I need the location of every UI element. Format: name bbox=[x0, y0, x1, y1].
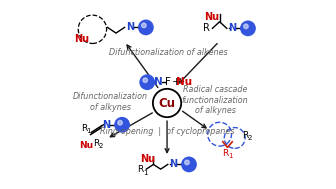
Circle shape bbox=[143, 78, 148, 83]
Text: Nu: Nu bbox=[204, 12, 219, 22]
Text: 2: 2 bbox=[99, 143, 103, 149]
Text: R: R bbox=[137, 165, 144, 174]
Circle shape bbox=[182, 157, 196, 172]
Text: 1: 1 bbox=[228, 153, 233, 159]
Text: Nu: Nu bbox=[75, 34, 90, 44]
Text: Nu: Nu bbox=[176, 77, 192, 87]
Text: Cu: Cu bbox=[159, 97, 175, 109]
Text: N: N bbox=[154, 77, 163, 87]
Text: F: F bbox=[165, 77, 171, 87]
Circle shape bbox=[118, 120, 122, 125]
Text: Difunctionalization
of alkynes: Difunctionalization of alkynes bbox=[73, 92, 148, 112]
Text: N: N bbox=[169, 160, 177, 169]
Text: Nu: Nu bbox=[140, 154, 156, 164]
Text: R: R bbox=[222, 149, 229, 158]
Text: R: R bbox=[203, 23, 210, 33]
Text: Difunctionalization of alkenes: Difunctionalization of alkenes bbox=[109, 48, 227, 57]
Text: R: R bbox=[81, 124, 87, 133]
Circle shape bbox=[141, 23, 146, 28]
Text: Radical cascade
functionalization
of alkynes: Radical cascade functionalization of alk… bbox=[182, 85, 249, 115]
Text: +: + bbox=[172, 77, 181, 87]
Text: 1: 1 bbox=[86, 128, 91, 134]
Text: N: N bbox=[228, 23, 237, 33]
Text: 1: 1 bbox=[143, 170, 148, 176]
Text: N: N bbox=[102, 120, 111, 130]
Text: 2: 2 bbox=[248, 135, 252, 141]
Circle shape bbox=[244, 24, 248, 29]
Text: R: R bbox=[93, 139, 99, 148]
Text: Ring-opening  |  of cyclopropanes: Ring-opening | of cyclopropanes bbox=[100, 127, 234, 136]
Circle shape bbox=[241, 21, 255, 36]
Text: Nu: Nu bbox=[79, 141, 93, 150]
Text: R: R bbox=[242, 131, 249, 140]
Text: N: N bbox=[126, 22, 134, 32]
Circle shape bbox=[185, 160, 189, 165]
Circle shape bbox=[115, 118, 129, 132]
Circle shape bbox=[139, 20, 153, 35]
Circle shape bbox=[140, 75, 154, 89]
